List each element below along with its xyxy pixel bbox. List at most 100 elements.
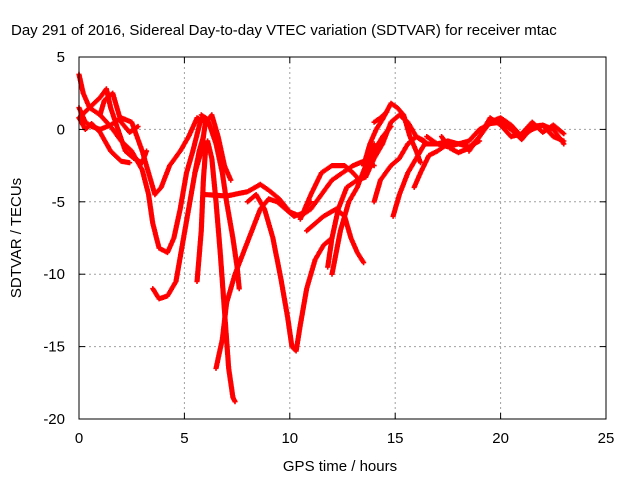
data-point bbox=[457, 151, 460, 154]
y-tick-label: -20 bbox=[43, 411, 65, 428]
data-point bbox=[330, 273, 334, 276]
data-point bbox=[130, 149, 133, 153]
data-point bbox=[330, 178, 334, 182]
data-point bbox=[246, 200, 249, 203]
data-point bbox=[356, 186, 359, 189]
data-point bbox=[457, 142, 460, 146]
data-point bbox=[160, 186, 163, 189]
data-point bbox=[204, 149, 207, 153]
data-point bbox=[356, 251, 359, 254]
data-point bbox=[275, 200, 279, 203]
data-point bbox=[151, 287, 154, 290]
data-point bbox=[136, 125, 140, 128]
data-point bbox=[562, 132, 566, 135]
data-point bbox=[98, 113, 102, 117]
data-point bbox=[109, 149, 112, 153]
data-point bbox=[389, 120, 393, 124]
data-point bbox=[552, 135, 555, 138]
x-tick-label: 10 bbox=[281, 430, 298, 447]
data-point bbox=[233, 400, 237, 403]
data-point bbox=[119, 160, 123, 163]
data-point bbox=[343, 164, 346, 167]
x-axis-label: GPS time / hours bbox=[283, 458, 397, 475]
data-point bbox=[309, 207, 313, 211]
data-point bbox=[309, 193, 313, 196]
data-point bbox=[379, 116, 382, 120]
data-point bbox=[396, 106, 399, 109]
series-18 bbox=[371, 134, 428, 205]
data-point bbox=[214, 367, 218, 370]
data-point bbox=[419, 161, 422, 164]
data-point bbox=[313, 258, 317, 261]
data-point bbox=[185, 171, 188, 175]
data-point bbox=[436, 142, 439, 146]
data-point bbox=[290, 345, 294, 348]
x-tick-label: 20 bbox=[492, 430, 509, 447]
data-point bbox=[141, 168, 144, 172]
data-point bbox=[351, 171, 355, 175]
data-point bbox=[419, 171, 422, 175]
x-tick-label: 5 bbox=[180, 430, 188, 447]
data-point bbox=[552, 128, 555, 131]
y-tick-label: 0 bbox=[57, 121, 65, 138]
data-point bbox=[263, 207, 266, 211]
data-point bbox=[200, 113, 203, 117]
data-point bbox=[478, 135, 481, 138]
data-point bbox=[214, 200, 218, 203]
data-point bbox=[119, 120, 123, 124]
data-point bbox=[446, 139, 450, 143]
data-point bbox=[130, 120, 133, 124]
data-point bbox=[339, 229, 342, 232]
data-point bbox=[294, 349, 298, 353]
data-point bbox=[322, 215, 325, 218]
data-point bbox=[299, 217, 302, 221]
data-point bbox=[149, 178, 152, 182]
data-point bbox=[280, 280, 283, 283]
data-point bbox=[223, 164, 226, 167]
data-point bbox=[141, 149, 144, 153]
y-axis-label: SDTVAR / TECUs bbox=[8, 178, 25, 298]
data-point bbox=[225, 301, 228, 305]
data-point bbox=[193, 171, 197, 175]
data-point bbox=[531, 120, 534, 124]
data-point bbox=[111, 92, 114, 95]
data-point bbox=[168, 164, 171, 167]
series-11 bbox=[245, 192, 335, 354]
data-point bbox=[157, 246, 161, 250]
data-point bbox=[389, 125, 393, 128]
data-point bbox=[231, 396, 235, 399]
data-point bbox=[242, 251, 245, 254]
data-point bbox=[372, 142, 376, 146]
data-layer bbox=[76, 71, 567, 405]
data-point bbox=[195, 116, 199, 120]
data-point bbox=[259, 183, 262, 186]
data-point bbox=[221, 338, 224, 341]
data-point bbox=[541, 123, 544, 127]
data-point bbox=[200, 149, 203, 153]
data-point bbox=[151, 222, 154, 225]
data-point bbox=[210, 157, 214, 160]
data-point bbox=[345, 186, 348, 189]
series-24 bbox=[466, 115, 567, 154]
data-point bbox=[364, 175, 367, 179]
data-point bbox=[406, 171, 410, 175]
series-21 bbox=[371, 109, 390, 125]
data-point bbox=[166, 294, 169, 298]
data-point bbox=[320, 171, 323, 175]
data-point bbox=[305, 229, 308, 232]
data-point bbox=[147, 193, 150, 196]
data-point bbox=[305, 287, 308, 290]
data-point bbox=[423, 142, 426, 146]
data-point bbox=[145, 149, 148, 153]
data-point bbox=[206, 139, 209, 143]
data-point bbox=[141, 161, 144, 164]
data-point bbox=[187, 135, 190, 138]
data-point bbox=[187, 207, 190, 211]
data-point bbox=[562, 142, 566, 146]
data-point bbox=[216, 135, 220, 138]
data-point bbox=[225, 194, 228, 198]
data-point bbox=[267, 189, 270, 192]
data-point bbox=[105, 87, 108, 91]
data-point bbox=[389, 102, 393, 105]
